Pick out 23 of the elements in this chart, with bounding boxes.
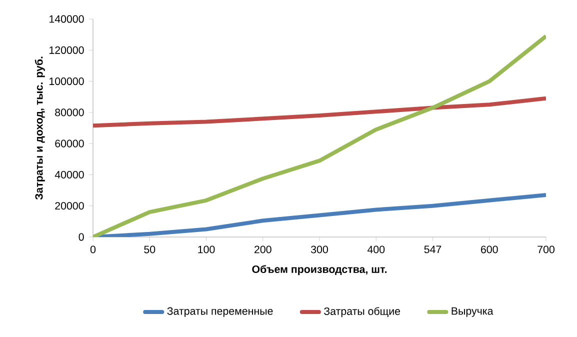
y-tick-label: 80000: [55, 108, 84, 116]
y-tick-label: 120000: [50, 46, 84, 54]
y-axis-title: Затраты и доход, тыс. руб.: [34, 56, 45, 200]
y-tick-label: 140000: [50, 15, 84, 23]
x-tick-label: 0: [90, 246, 96, 254]
x-tick-label: 700: [538, 246, 554, 254]
y-tick-label: 0: [78, 233, 84, 241]
y-tick-label: 60000: [55, 140, 84, 148]
line-series: [93, 96, 546, 128]
x-tick-label: 100: [198, 246, 215, 254]
y-tick-label: 100000: [50, 78, 84, 86]
x-tick-label: 600: [481, 246, 498, 254]
x-tick-label: 547: [424, 246, 442, 254]
legend-label: Затраты общие: [324, 307, 400, 318]
y-tick-label: 20000: [55, 202, 84, 210]
legend-label: Выручка: [452, 307, 494, 317]
y-tick-label: 40000: [54, 170, 84, 178]
legend-label: Затраты переменные: [167, 307, 273, 317]
x-axis-title: Объем производства, шт.: [252, 265, 387, 276]
x-tick-label: 50: [144, 246, 156, 254]
x-tick-label: 400: [367, 246, 385, 254]
x-tick-label: 200: [254, 246, 272, 254]
x-tick-label: 300: [311, 246, 328, 254]
